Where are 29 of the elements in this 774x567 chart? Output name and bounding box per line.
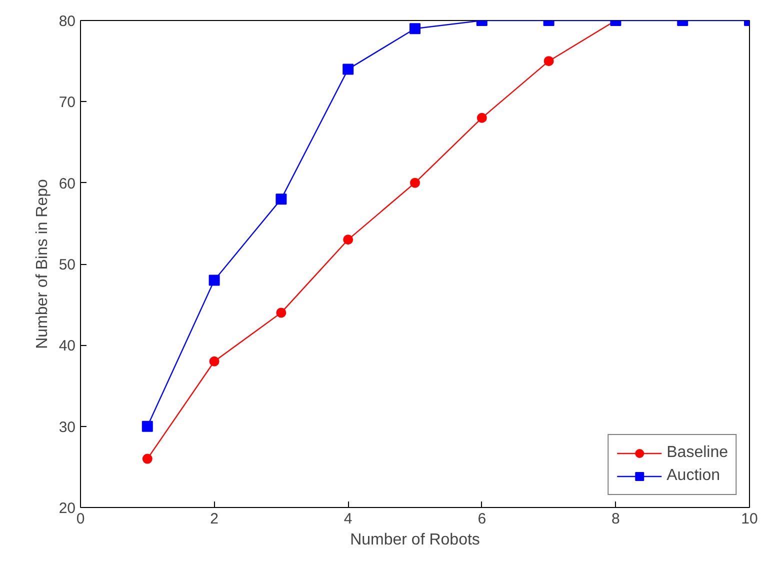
point: [410, 23, 420, 34]
point: [544, 56, 554, 66]
x-tick-label: 0: [76, 510, 85, 528]
point: [209, 356, 220, 366]
point: [208, 274, 220, 286]
y-tick-label: 60: [58, 175, 76, 192]
point: [142, 454, 152, 464]
point: [410, 178, 420, 188]
point: [342, 64, 354, 75]
y-tick-label: 20: [58, 500, 76, 517]
x-tick-label: 2: [210, 510, 218, 528]
y-tick-label: 50: [58, 256, 76, 274]
x-axis-title: Number of Robots: [350, 532, 480, 548]
x-tick-label: 6: [478, 510, 486, 528]
x-tick-label: 8: [612, 510, 620, 528]
legend-label: Auction: [666, 467, 720, 485]
y-axis-title: Number of Bins in Repo: [34, 178, 51, 349]
x-tick-label: 10: [741, 510, 758, 528]
point: [476, 112, 487, 123]
point: [276, 308, 286, 318]
point: [343, 234, 354, 245]
point: [276, 194, 287, 205]
x-tick-label: 4: [344, 510, 352, 528]
y-tick-label: 70: [58, 94, 76, 112]
y-tick-label: 30: [58, 418, 76, 436]
y-tick-label: 80: [58, 13, 76, 30]
point: [142, 420, 153, 432]
legend-label: Baseline: [666, 444, 728, 462]
y-tick-label: 40: [58, 338, 76, 355]
